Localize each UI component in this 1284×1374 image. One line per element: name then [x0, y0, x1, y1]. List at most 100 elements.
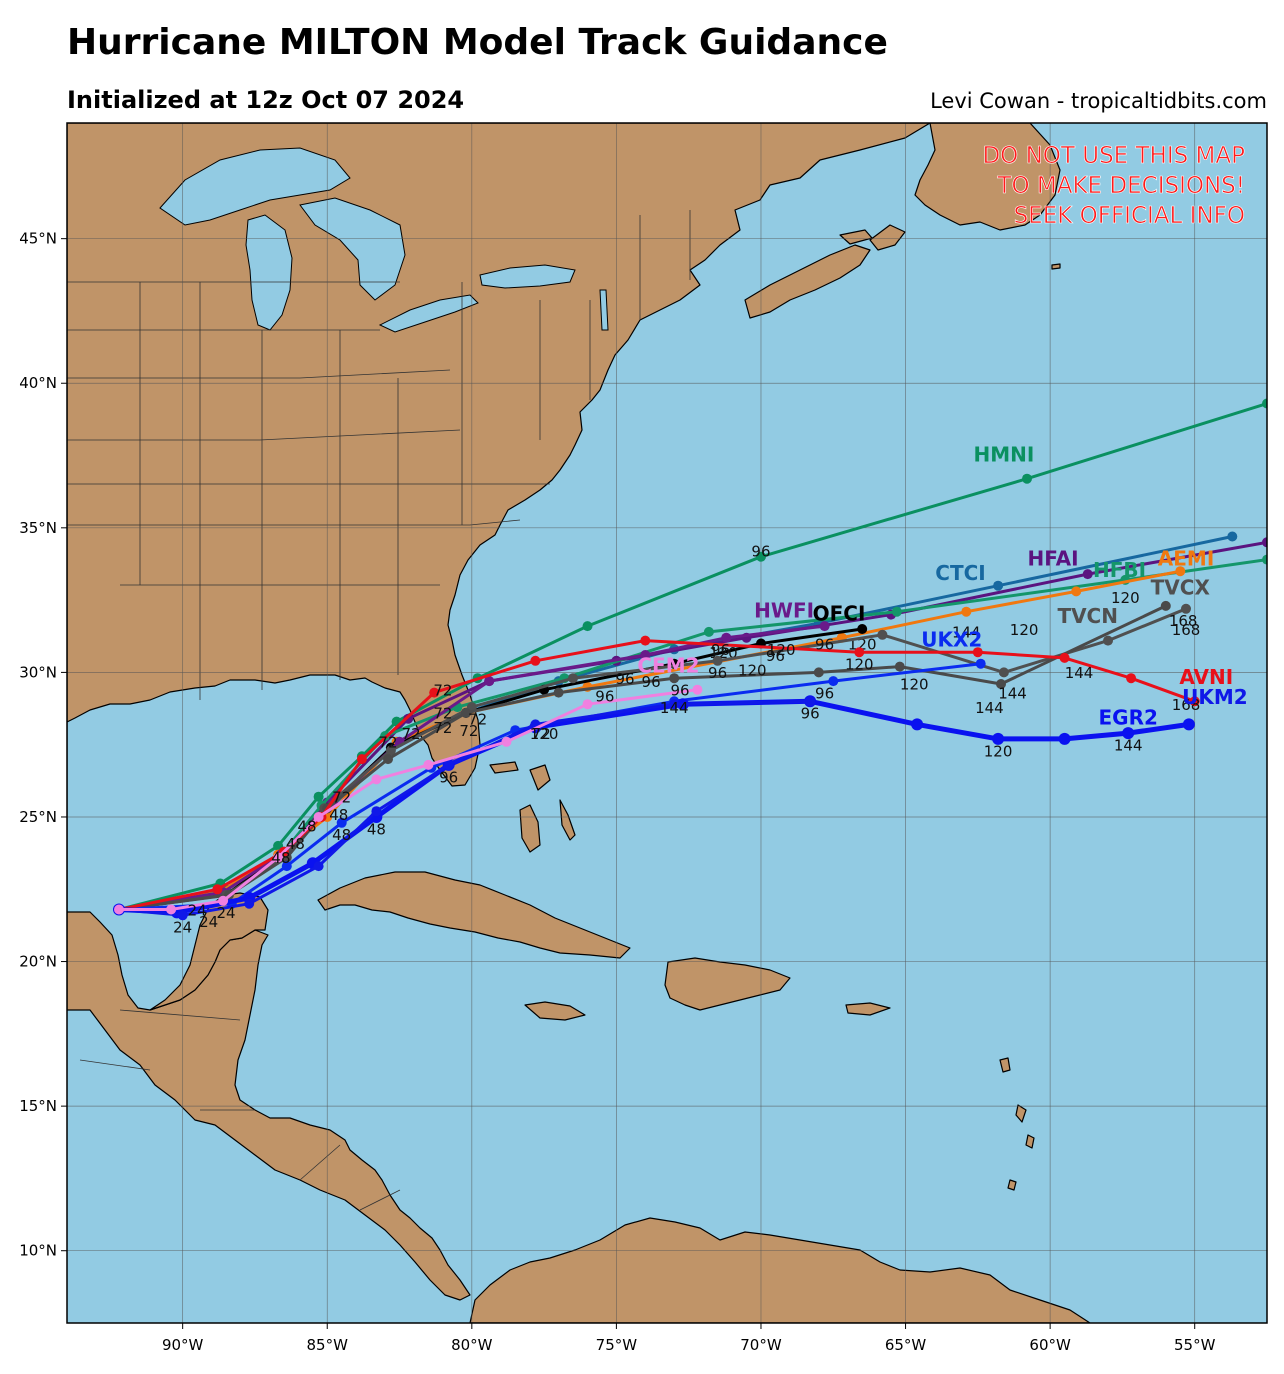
track-point: [383, 754, 393, 765]
forecast-hour-label: 168: [1169, 612, 1198, 630]
track-point: [1181, 603, 1191, 614]
land-grand-bahama: [489, 761, 519, 774]
forecast-hour-label: 120: [767, 641, 796, 659]
land-hispaniola: [664, 957, 791, 1011]
lat-tick-label: 45°N: [19, 230, 57, 248]
great-lakes: [159, 147, 609, 333]
forecast-hour-label: 72: [433, 719, 452, 737]
land-south-america: [469, 1217, 1091, 1323]
track-point: [819, 621, 830, 632]
track-point: [356, 754, 367, 765]
track-point: [877, 629, 888, 640]
forecast-hour-label: 120: [984, 742, 1013, 760]
land-north-america: [67, 123, 931, 1301]
track-point: [212, 884, 223, 895]
forecast-hour-label: 144: [1114, 736, 1143, 754]
forecast-hour-label: 48: [271, 849, 290, 867]
forecast-hour-label: 120: [1111, 589, 1140, 607]
lon-tick-label: 90°W: [162, 1336, 204, 1354]
track-point: [1071, 586, 1082, 597]
land-jamaica: [524, 1001, 586, 1021]
track-point: [712, 655, 723, 666]
track-point: [756, 551, 766, 562]
track-point: [992, 732, 1005, 745]
track-point: [1189, 696, 1200, 707]
forecast-hour-label: 96: [711, 641, 730, 659]
land-yucatan: [149, 892, 269, 1011]
track-point: [461, 707, 471, 718]
forecast-hour-label: 120: [845, 656, 874, 674]
lon-tick-label: 65°W: [885, 1336, 927, 1354]
forecast-hour-label: 144: [660, 699, 689, 717]
warning-line-1: DO NOT USE THIS MAP: [982, 143, 1245, 169]
track-point: [1175, 566, 1186, 577]
forecast-hour-label: 72: [332, 789, 351, 807]
track-point: [568, 673, 578, 684]
track-egr2: [118, 698, 1190, 915]
track-point: [1262, 554, 1267, 565]
forecast-hour-label: 168: [1172, 696, 1201, 714]
forecast-hour-label: 48: [367, 820, 386, 838]
forecast-hour-label: 96: [815, 635, 834, 653]
map-title: Hurricane MILTON Model Track Guidance: [67, 22, 888, 63]
forecast-hour-label: 48: [332, 826, 351, 844]
model-label-ukm2: UKM2: [1182, 685, 1248, 709]
track-point: [371, 806, 382, 817]
lat-tick-label: 20°N: [19, 953, 57, 971]
forecast-hour-label: 48: [329, 806, 348, 824]
lon-tick-label: 55°W: [1174, 1336, 1216, 1354]
track-point: [313, 791, 324, 802]
track-point: [721, 632, 732, 643]
forecast-hour-label: 96: [815, 684, 834, 702]
track-point: [972, 647, 983, 658]
track-point: [993, 580, 1004, 591]
track-point: [423, 759, 434, 770]
lat-tick-label: 30°N: [19, 663, 57, 681]
track-point: [1126, 673, 1137, 684]
lake-superior: [159, 147, 351, 226]
land-pei: [839, 229, 873, 245]
lon-tick-label: 70°W: [740, 1336, 782, 1354]
track-point: [805, 696, 816, 707]
track-point: [1182, 718, 1195, 731]
track-point: [582, 621, 593, 632]
forecast-hour-label: 72: [532, 725, 551, 743]
track-point: [1082, 569, 1093, 580]
land-newfoundland: [914, 123, 1061, 231]
forecast-hour-label: 96: [801, 705, 820, 723]
forecast-hour-label: 96: [616, 670, 635, 688]
warning-line-3: SEEK OFFICIAL INFO: [1014, 203, 1245, 229]
forecast-hour-label: 24: [216, 904, 235, 922]
track-point: [443, 759, 454, 770]
lat-tick-label: 10°N: [19, 1242, 57, 1260]
track-point: [1103, 635, 1113, 646]
track-point: [1058, 732, 1071, 745]
land-abaco: [529, 764, 551, 791]
land-nova-scotia: [744, 244, 871, 319]
land-cuba: [317, 871, 631, 959]
forecast-hour-label: 144: [998, 684, 1027, 702]
track-point: [218, 895, 229, 906]
forecast-hour-label: 72: [402, 725, 421, 743]
lat-tick-label: 15°N: [19, 1097, 57, 1115]
forecast-hour-label: 96: [439, 768, 458, 786]
warning-line-2: TO MAKE DECISIONS!: [996, 173, 1245, 199]
lake-champlain-region: [599, 289, 609, 331]
model-label-ofci: OFCI: [813, 601, 866, 625]
lake-ontario: [479, 264, 576, 289]
track-point: [336, 817, 347, 828]
track-point: [530, 655, 541, 666]
init-time-subtitle: Initialized at 12z Oct 07 2024: [67, 86, 465, 114]
track-point: [998, 667, 1009, 678]
lon-tick-label: 80°W: [451, 1336, 493, 1354]
lat-tick-label: 40°N: [19, 374, 57, 392]
track-point: [894, 661, 905, 672]
forecast-hour-label: 72: [433, 682, 452, 700]
track-point: [891, 606, 902, 617]
track-cem2: [119, 688, 698, 911]
model-label-hwfi: HWFI: [754, 598, 814, 622]
model-label-ukx2: UKX2: [921, 627, 982, 651]
